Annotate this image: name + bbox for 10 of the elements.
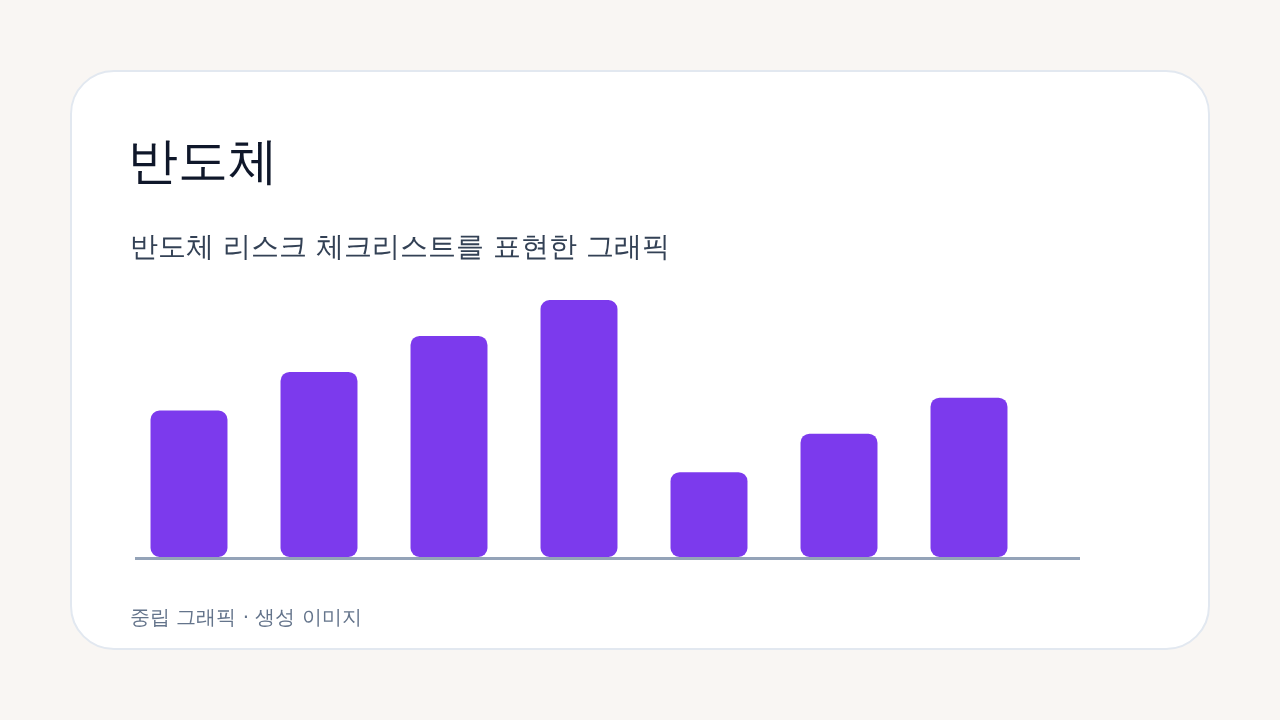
chart-subtitle: 반도체 리스크 체크리스트를 표현한 그래픽	[130, 229, 670, 265]
bar	[930, 397, 1008, 557]
bar	[800, 433, 878, 557]
bar	[410, 335, 488, 557]
chart-title: 반도체	[128, 131, 278, 192]
bar	[150, 410, 228, 557]
bar	[540, 300, 618, 557]
text: 중립 그래픽 · 생성 이미지	[130, 604, 362, 631]
bar	[670, 472, 748, 557]
bar	[280, 371, 358, 557]
